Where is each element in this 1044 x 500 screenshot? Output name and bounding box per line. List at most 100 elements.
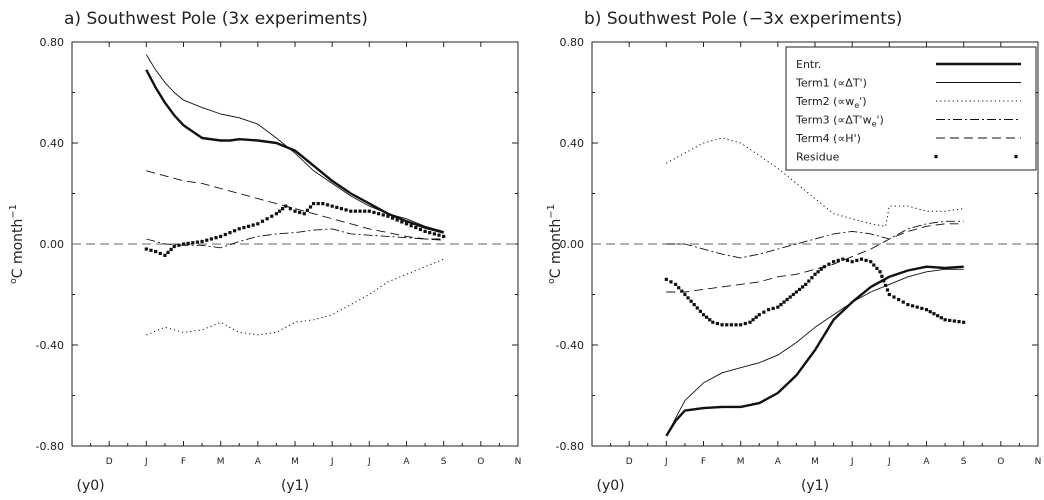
residue-point xyxy=(776,305,780,309)
residue-point xyxy=(686,296,690,300)
y-tick-label: 0.40 xyxy=(40,137,65,150)
residue-point xyxy=(932,312,936,316)
residue-point xyxy=(748,320,752,324)
residue-point xyxy=(200,239,204,244)
month-label: M xyxy=(291,457,299,467)
panel-a: a) Southwest Pole (3x experiments) 0.80 0.… xyxy=(8,9,521,494)
residue-point xyxy=(209,237,213,241)
residue-point xyxy=(237,227,241,231)
residue-point xyxy=(754,315,758,319)
residue-point xyxy=(791,292,795,297)
residue-point xyxy=(948,318,952,322)
residue-point xyxy=(330,204,334,208)
residue-point xyxy=(816,270,820,274)
y-tick-label: 0.80 xyxy=(40,36,65,49)
month-label: A xyxy=(775,457,782,467)
month-label: M xyxy=(811,457,819,467)
residue-point xyxy=(692,303,696,307)
month-label: A xyxy=(403,457,410,467)
residue-point xyxy=(432,232,436,236)
legend: Entr. Term1 (∝ΔT') Term2 (∝we') Term3 (∝ΔT'… xyxy=(785,46,1037,171)
month-label: J xyxy=(144,457,148,467)
residue-point xyxy=(810,276,814,280)
y-tick-label: 0.00 xyxy=(560,238,585,251)
residue-point xyxy=(437,233,441,237)
residue-point xyxy=(695,306,699,310)
residue-point xyxy=(804,282,808,286)
residue-point xyxy=(875,266,879,271)
series-residue xyxy=(664,257,966,327)
residue-point xyxy=(939,316,943,320)
residue-point xyxy=(233,229,237,233)
residue-point xyxy=(762,310,766,314)
residue-point xyxy=(892,295,896,299)
residue-point xyxy=(734,323,738,327)
y-tick-label: 0.80 xyxy=(560,36,585,49)
residue-point xyxy=(664,277,668,281)
residue-point xyxy=(831,260,836,264)
month-label: O xyxy=(997,457,1004,467)
residue-point xyxy=(771,306,775,310)
panel-b: b) Southwest Pole (−3x experiments) 0.80 0… xyxy=(546,9,1041,494)
series-thin-line xyxy=(665,268,964,437)
residue-point xyxy=(246,224,251,228)
residue-point xyxy=(674,282,678,286)
y-tick-label: 0.40 xyxy=(560,137,585,150)
residue-point xyxy=(882,279,886,283)
residue-point xyxy=(325,203,330,207)
residue-point xyxy=(219,234,223,239)
residue-point xyxy=(195,240,200,244)
residue-point xyxy=(205,238,209,242)
series-dashdot-line xyxy=(146,228,444,249)
residue-point xyxy=(386,214,390,218)
month-label: J xyxy=(330,457,334,467)
residue-point xyxy=(265,217,269,221)
legend-label: Term3 (∝ΔT'we') xyxy=(795,114,884,129)
legend-swatch-residue xyxy=(1014,154,1018,159)
residue-point xyxy=(766,308,771,312)
residue-point xyxy=(869,260,873,264)
month-label: A xyxy=(255,457,262,467)
residue-point xyxy=(256,222,260,226)
legend-box xyxy=(785,46,1037,171)
residue-point xyxy=(701,313,706,317)
series-dotted-line xyxy=(666,137,964,227)
residue-point xyxy=(353,209,357,213)
residue-point xyxy=(743,321,747,326)
residue-point xyxy=(242,225,246,230)
residue-point xyxy=(880,274,884,278)
month-label: F xyxy=(701,457,706,467)
residue-point xyxy=(906,303,910,307)
residue-point xyxy=(739,323,743,327)
residue-point xyxy=(423,229,427,233)
month-label: A xyxy=(923,457,930,467)
residue-point xyxy=(957,320,961,324)
residue-point xyxy=(281,207,285,211)
residue-point xyxy=(855,258,859,263)
series-dotted-line xyxy=(146,258,444,336)
residue-point xyxy=(377,212,381,216)
residue-point xyxy=(845,258,850,263)
legend-label: Term2 (∝we') xyxy=(795,95,867,110)
residue-point xyxy=(158,251,162,256)
residue-point xyxy=(910,304,915,308)
residue-point xyxy=(785,297,789,302)
month-label: J xyxy=(850,457,854,467)
residue-point xyxy=(850,260,854,264)
residue-point xyxy=(708,318,712,322)
month-label: F xyxy=(181,457,186,467)
residue-point xyxy=(885,288,890,292)
residue-point xyxy=(442,234,446,239)
residue-point xyxy=(915,305,919,309)
residue-point xyxy=(797,287,802,292)
residue-point xyxy=(751,318,755,322)
residue-point xyxy=(344,208,348,212)
residue-point xyxy=(177,243,181,247)
residue-point xyxy=(689,299,693,303)
residue-point xyxy=(813,272,817,276)
legend-swatch-residue xyxy=(934,154,938,159)
residue-point xyxy=(154,249,158,254)
legend-label: Residue xyxy=(796,151,840,164)
residue-point xyxy=(711,320,715,324)
month-label: D xyxy=(106,457,113,467)
